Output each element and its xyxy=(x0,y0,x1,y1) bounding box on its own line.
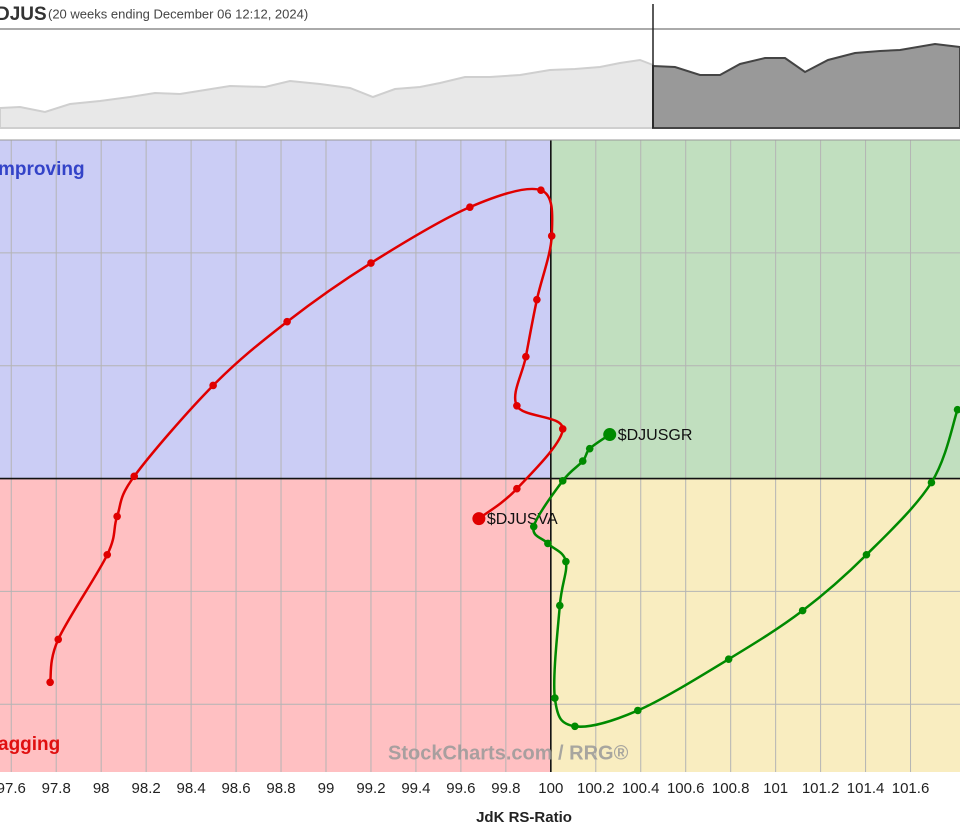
quadrant-weakening xyxy=(550,478,960,772)
tail-point xyxy=(513,484,521,493)
tail-point xyxy=(571,722,579,731)
tail-point xyxy=(103,550,112,559)
tail-point xyxy=(556,601,564,610)
tail-point xyxy=(54,635,63,644)
tail-point xyxy=(562,557,570,566)
tail-point xyxy=(113,512,121,521)
quadrant-lagging xyxy=(0,478,551,772)
quadrant-improving xyxy=(0,140,551,479)
quadrant-label: agging xyxy=(0,734,60,755)
x-tick-label: 101 xyxy=(763,780,788,797)
series-label: $DJUSGR xyxy=(618,427,693,444)
x-tick-label: 97.6 xyxy=(0,780,26,797)
quadrant-label: mproving xyxy=(0,159,85,180)
tail-point xyxy=(513,401,521,410)
x-tick-label: 98.4 xyxy=(176,780,205,797)
tail-point xyxy=(529,522,538,531)
x-tick-label: 100.6 xyxy=(667,780,705,797)
tail-point xyxy=(466,203,474,211)
tail-point xyxy=(533,295,541,304)
quadrant-leading xyxy=(550,140,960,479)
tail-point xyxy=(578,457,587,465)
x-tick-label: 98 xyxy=(93,780,110,797)
series-label: $DJUSVA xyxy=(487,511,558,528)
tail-point xyxy=(634,706,642,715)
tail-line xyxy=(48,187,564,683)
tail-head xyxy=(603,428,617,442)
price-area-current xyxy=(652,42,960,129)
tail-point xyxy=(209,381,217,390)
x-tick-label: 100 xyxy=(538,780,563,797)
x-tick-label: 100.2 xyxy=(577,780,615,797)
x-tick-label: 101.4 xyxy=(847,780,885,797)
tail-point xyxy=(522,352,530,361)
price-area-past xyxy=(0,58,654,129)
tail-point xyxy=(585,444,594,453)
x-tick-label: 100.4 xyxy=(622,780,660,797)
x-tick-label: 99 xyxy=(318,780,335,797)
plot-area: 97.6 97.8 98 98.2 98.4 98.6 98.8 99 99.2 99.4 99.6… xyxy=(0,139,960,797)
tail-point xyxy=(724,655,733,663)
x-tick-label: 98.6 xyxy=(221,780,250,797)
tail-point xyxy=(558,425,567,433)
tail-point xyxy=(537,186,545,195)
x-axis-title: JdK RS-Ratio xyxy=(476,809,572,826)
tail-point xyxy=(927,478,936,487)
tail-point xyxy=(130,472,139,481)
tail-point xyxy=(551,694,559,702)
x-tick-label: 99.2 xyxy=(356,780,385,797)
tail-point xyxy=(367,259,375,267)
chart-title: DJUS xyxy=(0,4,47,25)
x-tick-label: 100.8 xyxy=(712,780,750,797)
x-tick-label: 98.2 xyxy=(132,780,161,797)
tail-head xyxy=(472,512,486,526)
chart-subtitle: (20 weeks ending December 06 12:12, 2024… xyxy=(48,6,308,21)
x-tick-label: 101.6 xyxy=(892,780,930,797)
x-tick-label: 97.8 xyxy=(42,780,71,797)
tail-point xyxy=(46,678,54,687)
tail-point xyxy=(953,405,960,414)
watermark: StockCharts.com / RRG® xyxy=(388,742,629,764)
x-tick-label: 98.8 xyxy=(266,780,295,797)
x-tick-label: 99.6 xyxy=(446,780,475,797)
x-tick-label: 99.8 xyxy=(491,780,520,797)
tail-point xyxy=(862,550,871,559)
tail-point xyxy=(547,232,556,240)
x-tick-label: 101.2 xyxy=(802,780,840,797)
tail-point xyxy=(283,317,291,326)
x-tick-label: 99.4 xyxy=(401,780,430,797)
tail-point xyxy=(544,539,552,548)
tail-point xyxy=(798,606,807,615)
tail-point xyxy=(558,477,567,485)
